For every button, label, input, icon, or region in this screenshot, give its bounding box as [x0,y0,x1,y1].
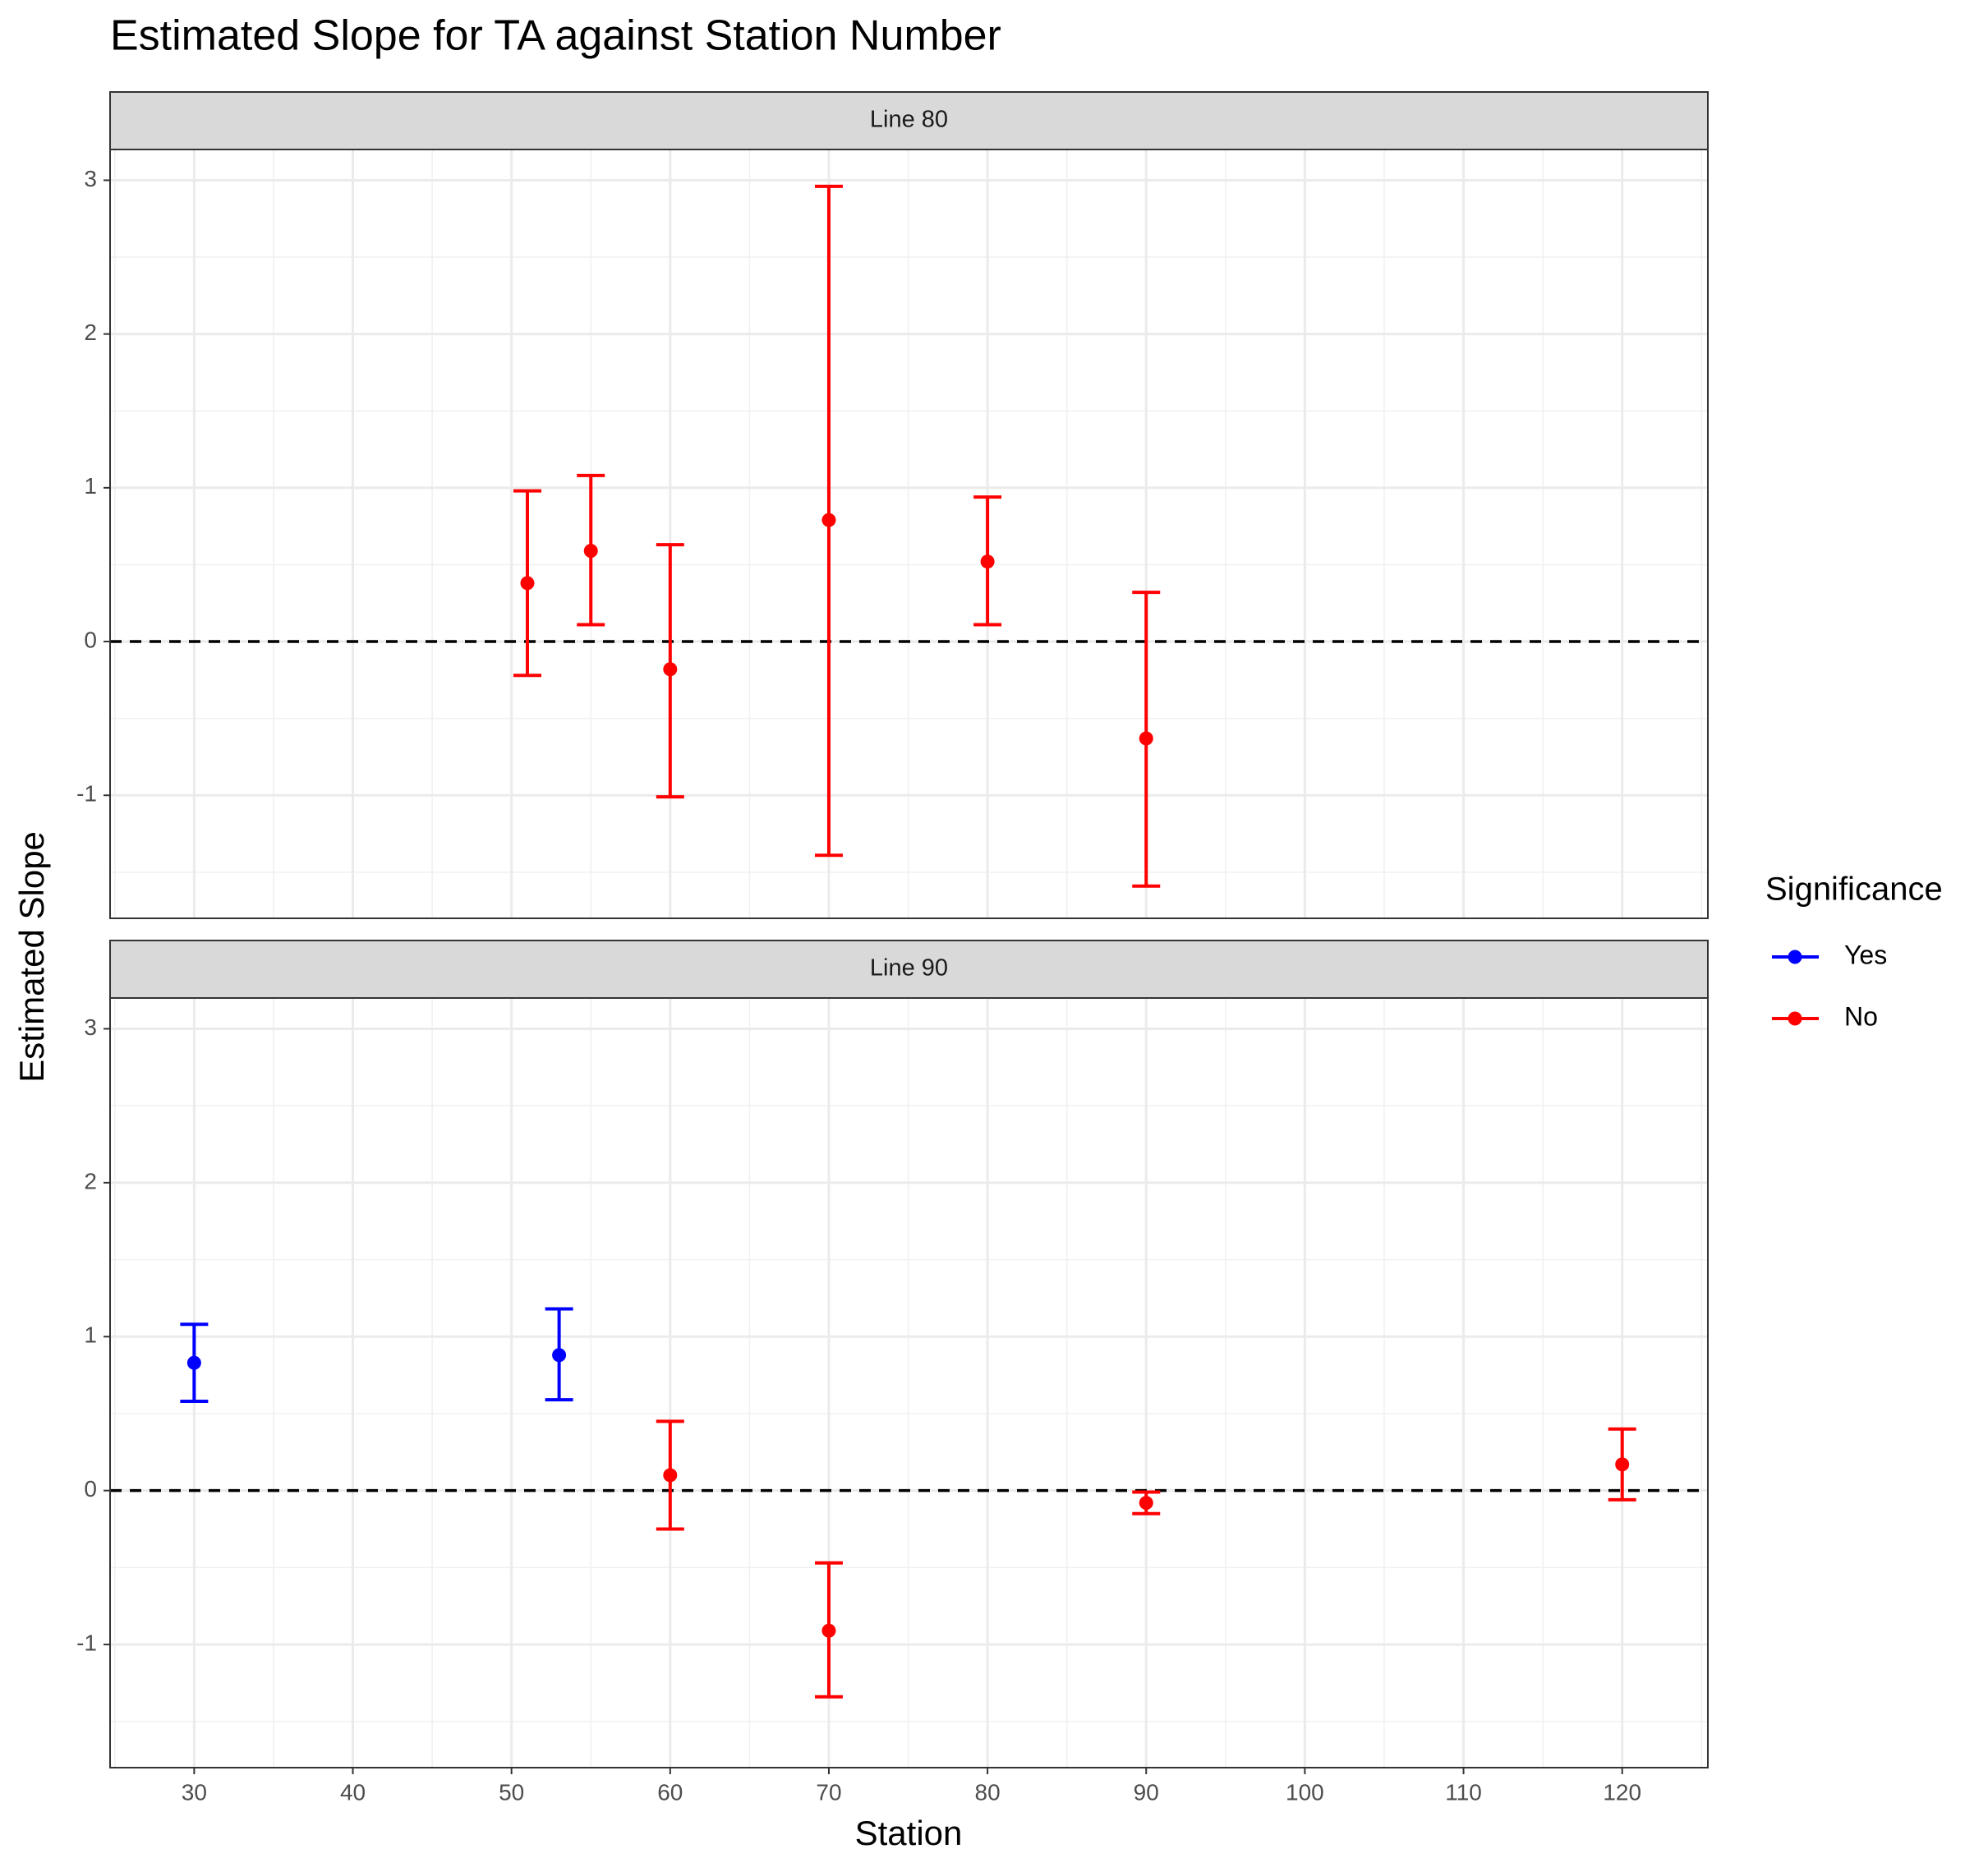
y-tick-label: 0 [84,627,97,652]
x-tick-label: 80 [975,1779,1001,1805]
point [663,662,678,677]
x-axis-title: Station [855,1814,963,1852]
chart-title: Estimated Slope for TA against Station N… [110,12,1001,60]
point [583,544,598,559]
point [663,1468,678,1483]
y-tick-label: 2 [84,1168,97,1193]
y-tick-label: 3 [84,1014,97,1040]
point [1139,731,1153,746]
x-tick-label: 70 [816,1779,841,1805]
y-tick-label: 2 [84,320,97,345]
strip [109,940,1709,999]
x-tick-label: 40 [340,1779,366,1805]
point [552,1348,567,1363]
x-tick-label: 100 [1286,1779,1324,1805]
y-tick-label: 3 [84,166,97,191]
point [186,1355,201,1370]
legend-label: Yes [1844,940,1887,969]
x-tick-label: 90 [1134,1779,1159,1805]
x-tick-label: 120 [1603,1779,1641,1805]
panel-border [109,997,1709,1768]
point [980,554,995,569]
legend-label: No [1844,1001,1878,1031]
legend-key-point [1788,1011,1802,1026]
y-tick-label: -1 [76,1630,97,1655]
point [821,1623,836,1638]
point [1139,1496,1153,1511]
strip [109,91,1709,150]
y-axis-title: Estimated Slope [12,831,51,1083]
x-tick-label: 110 [1445,1779,1482,1805]
y-tick-label: 1 [84,1322,97,1348]
legend-title: Significance [1765,872,1943,908]
strip-label: Line 90 [870,955,948,982]
x-tick-label: 50 [499,1779,524,1805]
y-tick-label: -1 [76,781,97,807]
point [520,576,535,591]
x-tick-label: 60 [657,1779,683,1805]
y-tick-label: 1 [84,473,97,499]
legend-key-point [1788,950,1802,964]
y-tick-label: 0 [84,1476,97,1502]
point [1615,1457,1630,1472]
strip-label: Line 80 [870,107,948,133]
panel-border [109,149,1709,919]
x-tick-label: 30 [182,1779,207,1805]
point [821,513,836,527]
